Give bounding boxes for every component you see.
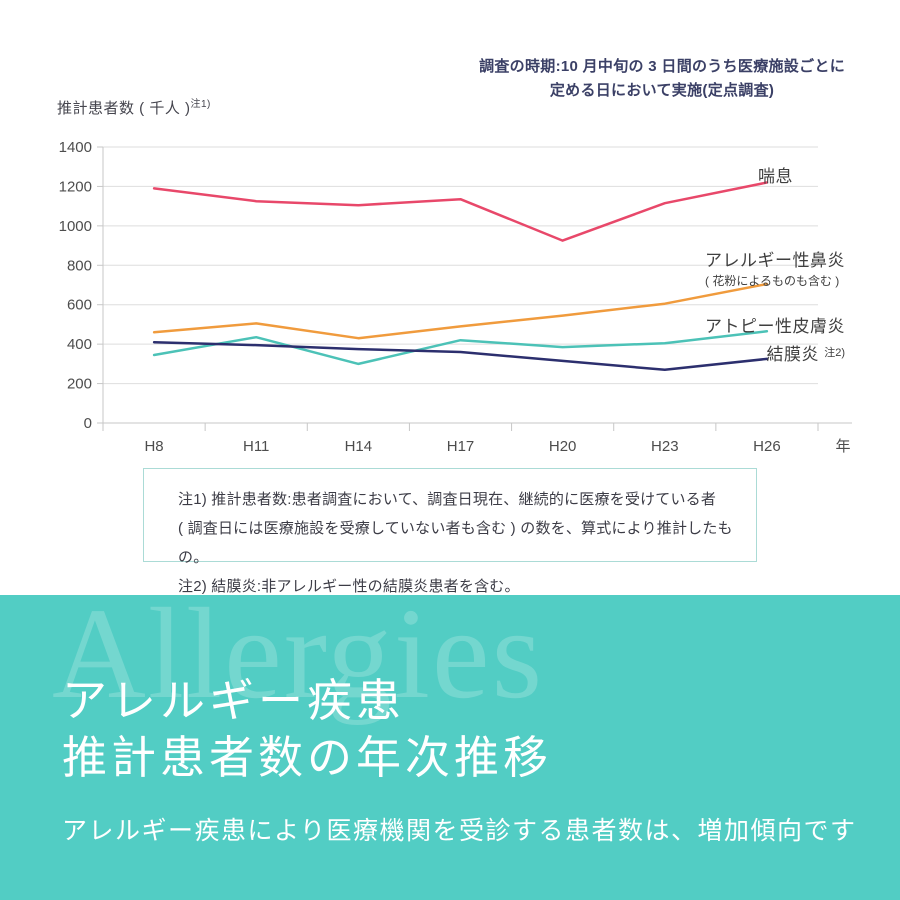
- footnote-1-line1: 注1) 推計患者数:患者調査において、調査日現在、継続的に医療を受けている者: [178, 491, 717, 508]
- footer-title-line1: アレルギー疾患: [62, 676, 406, 726]
- series-line: [152, 340, 769, 372]
- footnote-1-line2: ( 調査日には医療施設を受療していない者も含む ) の数を、算式により推計したも…: [178, 520, 733, 566]
- series-label-asthma: 喘息: [758, 162, 793, 187]
- survey-period-note-line1: 調査の時期:10 月中旬の 3 日間のうち医療施設ごとに: [479, 58, 845, 75]
- footer-watermark: Allergies: [52, 595, 545, 726]
- y-tick-label: 1400: [59, 139, 92, 156]
- series-label-conjunctivitis-note-ref: 注2): [824, 347, 845, 359]
- series-line: [152, 330, 769, 366]
- y-axis-title-text: 推計患者数 ( 千人 ): [57, 100, 191, 117]
- series-line: [152, 181, 769, 242]
- series-label-rhinitis-text: アレルギー性鼻炎: [705, 251, 845, 270]
- series-label-conjunctivitis-text: 結膜炎: [766, 345, 819, 364]
- footnote-2: 注2) 結膜炎:非アレルギー性の結膜炎患者を含む。: [178, 578, 520, 595]
- series-label-asthma-text: 喘息: [758, 167, 793, 186]
- series-label-rhinitis: アレルギー性鼻炎 ( 花粉によるものも含む ): [705, 246, 845, 289]
- line-chart: 0 200 400 600 800 1000 1200 1400 H8 H11 H14 H17 H20 H…: [59, 139, 852, 455]
- x-tick-label: H23: [651, 438, 679, 455]
- y-tick-label: 0: [84, 415, 92, 432]
- series-label-rhinitis-subtitle: ( 花粉によるものも含む ): [705, 274, 840, 288]
- footer-title: アレルギー疾患 推計患者数の年次推移: [62, 673, 552, 787]
- footer-subtitle: アレルギー疾患により医療機関を受診する患者数は、増加傾向です: [62, 818, 857, 845]
- y-axis-title-note-ref: 注1): [190, 99, 211, 110]
- x-tick-label: H17: [447, 438, 475, 455]
- series-line: [152, 282, 769, 340]
- x-tick-label: H14: [345, 438, 373, 455]
- survey-period-note: 調査の時期:10 月中旬の 3 日間のうち医療施設ごとに 定める日において実施(…: [479, 55, 845, 103]
- y-tick-label: 1200: [59, 178, 92, 195]
- y-tick-label: 400: [67, 336, 92, 353]
- y-tick-label: 600: [67, 297, 92, 314]
- y-tick-label: 800: [67, 257, 92, 274]
- footnotes-box: 注1) 推計患者数:患者調査において、調査日現在、継続的に医療を受けている者 (…: [143, 468, 757, 595]
- series-label-conjunctivitis: 結膜炎 注2): [766, 340, 845, 365]
- footer-title-line2: 推計患者数の年次推移: [62, 733, 553, 783]
- survey-period-note-line2: 定める日において実施(定点調査): [549, 82, 775, 99]
- x-axis-unit-label: 年: [835, 438, 850, 455]
- y-axis-title: 推計患者数 ( 千人 )注1): [57, 95, 211, 118]
- y-tick-label: 1000: [59, 218, 92, 235]
- x-tick-label: H11: [243, 438, 269, 455]
- series-label-atopic-text: アトピー性皮膚炎: [705, 317, 845, 336]
- x-tick-label: H8: [144, 438, 163, 455]
- x-tick-label: H20: [549, 438, 577, 455]
- series-label-atopic: アトピー性皮膚炎: [705, 312, 845, 337]
- footer-banner: Allergies アレルギー疾患 推計患者数の年次推移 アレルギー疾患により医…: [0, 595, 900, 900]
- y-tick-label: 200: [67, 376, 92, 393]
- x-tick-label: H26: [753, 438, 781, 455]
